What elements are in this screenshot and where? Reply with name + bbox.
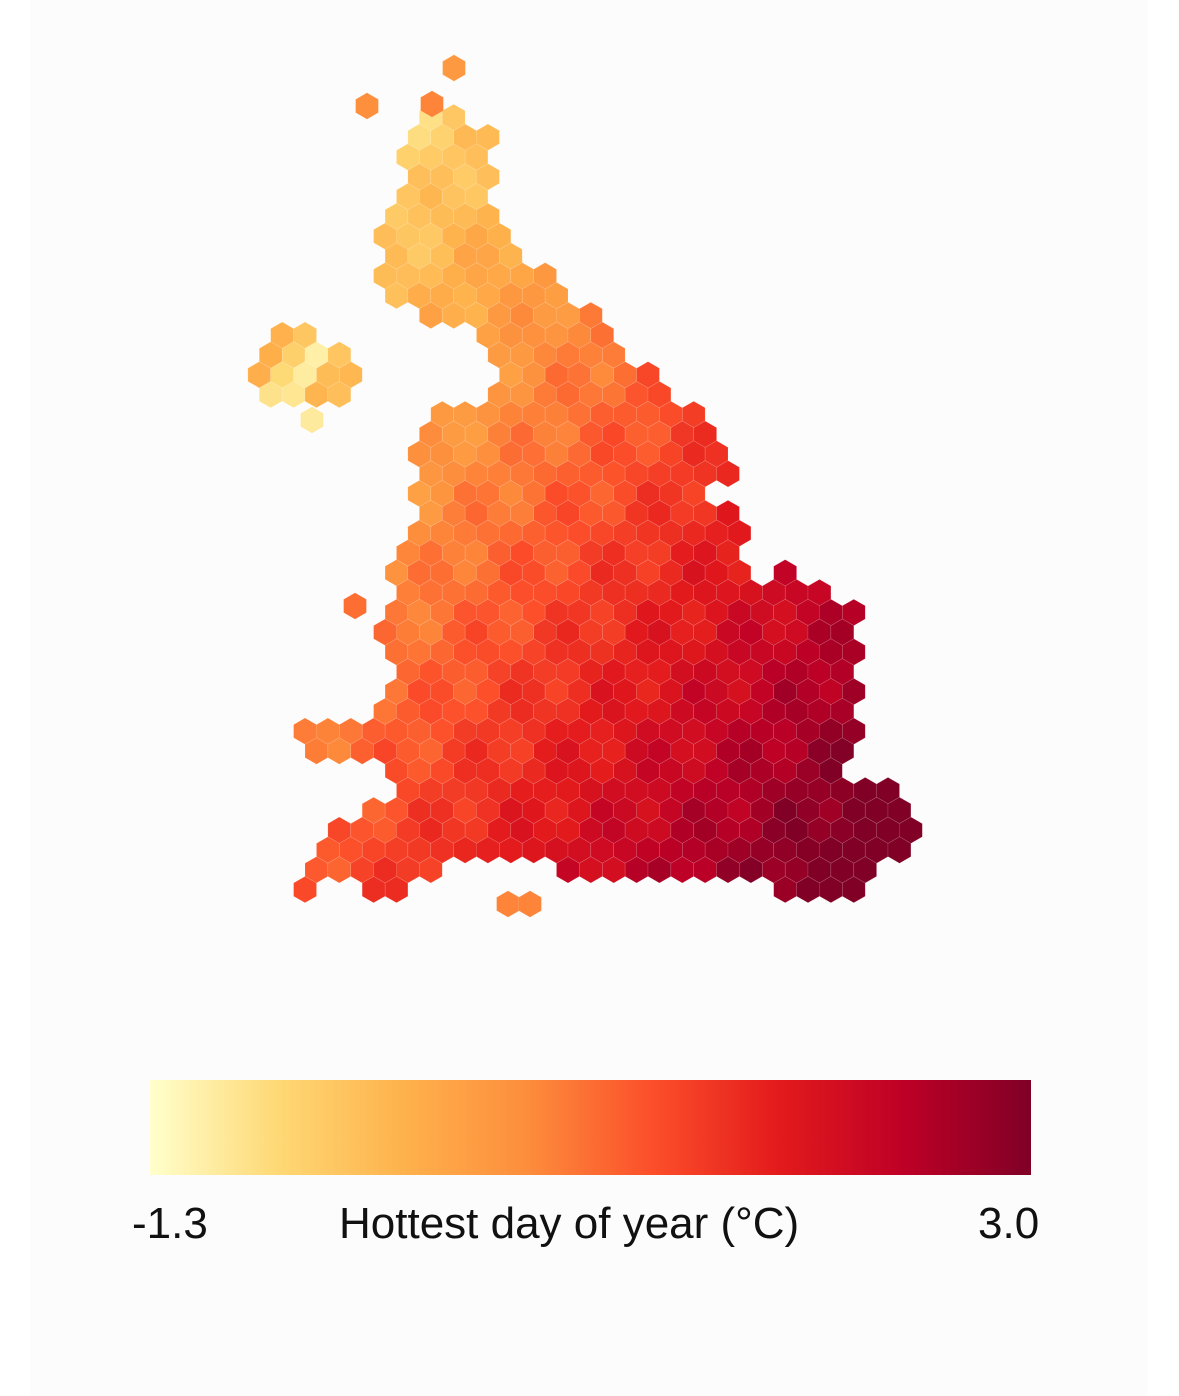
- legend-title: Hottest day of year (°C): [339, 1199, 800, 1248]
- hex-cell: [355, 92, 379, 120]
- hex-cell: [420, 90, 444, 118]
- hex-cell: [442, 54, 466, 82]
- hex-cell: [842, 876, 866, 904]
- legend-max-label: 3.0: [978, 1199, 1040, 1248]
- hex-cell: [716, 460, 740, 488]
- hex-cell: [343, 592, 367, 620]
- hex-cell: [496, 890, 520, 918]
- uk-hex-map: [247, 54, 923, 918]
- hex-cell: [327, 381, 352, 409]
- hex-cell: [518, 890, 542, 918]
- hex-cell: [384, 876, 409, 904]
- hex-layer: [247, 54, 923, 918]
- hex-cell: [887, 836, 912, 864]
- hex-cell: [419, 856, 443, 884]
- legend-min-label: -1.3: [132, 1199, 208, 1248]
- colorbar-gradient: [150, 1080, 1031, 1175]
- hex-cell: [300, 406, 324, 434]
- legend-colorbar: [150, 1080, 1031, 1175]
- hex-cell: [293, 876, 317, 904]
